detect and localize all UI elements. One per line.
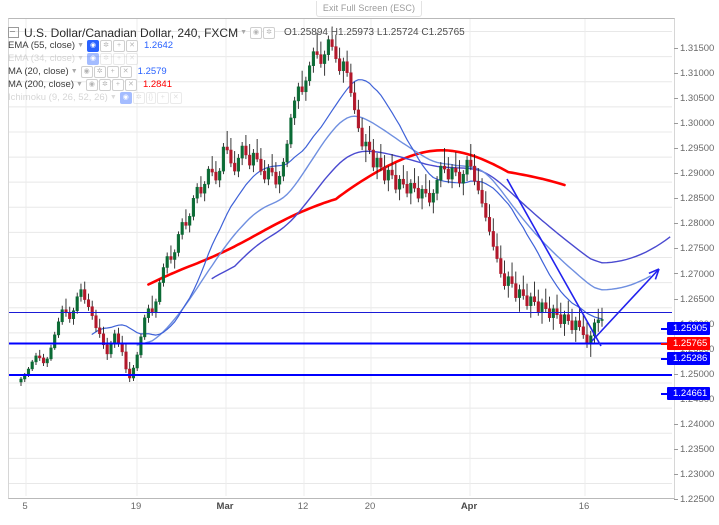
braces-icon[interactable]: {} bbox=[145, 91, 156, 104]
time-axis[interactable]: 5 19 Mar 12 20 Apr 16 bbox=[8, 499, 673, 519]
close-icon[interactable]: ✕ bbox=[124, 78, 137, 91]
eye-icon[interactable]: ◉ bbox=[250, 26, 263, 39]
chart-canvas bbox=[9, 19, 672, 496]
eye-icon[interactable]: ◉ bbox=[87, 39, 99, 52]
gear-icon[interactable]: ✲ bbox=[132, 91, 145, 104]
indicator-name[interactable]: Ichimoku (9, 26, 52, 26) bbox=[8, 92, 108, 103]
close-icon[interactable]: ✕ bbox=[169, 91, 182, 104]
price-line-label[interactable]: 1.25286 bbox=[660, 352, 711, 365]
symbol-title[interactable]: U.S. Dollar/Canadian Dollar, 240, FXCM bbox=[24, 25, 239, 40]
price-tick: 1.29500 bbox=[674, 143, 714, 154]
price-tick: 1.30500 bbox=[674, 93, 714, 104]
gear-icon[interactable]: ✲ bbox=[100, 39, 112, 52]
legend-indicator-row[interactable]: Ichimoku (9, 26, 52, 26) ▼ ◉ ✲{} + ✕ bbox=[8, 91, 465, 104]
plus-icon[interactable]: + bbox=[111, 78, 124, 91]
price-line-label[interactable]: 1.25905 bbox=[660, 322, 711, 335]
chart-plot-area[interactable] bbox=[8, 18, 675, 499]
eye-icon[interactable]: ◉ bbox=[119, 91, 132, 104]
chevron-down-icon[interactable]: ▼ bbox=[76, 81, 83, 88]
indicator-rows: EMA (55, close) ▼ ◉ ✲ + ✕ 1.2642 EMA (34, close… bbox=[8, 39, 465, 104]
price-tick: 1.28500 bbox=[674, 193, 714, 204]
exit-fullscreen-button[interactable]: Exit Full Screen (ESC) bbox=[316, 1, 422, 17]
indicator-value: 1.2579 bbox=[137, 66, 167, 77]
legend-indicator-row[interactable]: EMA (34, close) ▼ ◉ ✲ + ✕ bbox=[8, 52, 465, 65]
legend-indicator-row[interactable]: MA (20, close) ▼ ◉ ✲ + ✕ 1.2579 bbox=[8, 65, 465, 78]
plus-icon[interactable]: + bbox=[106, 65, 119, 78]
price-tick: 1.29000 bbox=[674, 168, 714, 179]
price-tick: 1.23000 bbox=[674, 469, 714, 480]
gear-icon[interactable]: ✲ bbox=[93, 65, 106, 78]
price-tick: 1.31500 bbox=[674, 43, 714, 54]
price-tick: 1.25000 bbox=[674, 369, 714, 380]
last-price-label[interactable]: 1.25765 bbox=[660, 337, 711, 350]
chart-legend: U.S. Dollar/Canadian Dollar, 240, FXCM ▼… bbox=[8, 26, 465, 104]
chevron-down-icon[interactable]: ▼ bbox=[77, 55, 84, 62]
indicator-name[interactable]: MA (200, close) bbox=[8, 79, 74, 90]
indicator-name[interactable]: MA (20, close) bbox=[8, 66, 69, 77]
eye-icon[interactable]: ◉ bbox=[85, 78, 98, 91]
close-icon[interactable]: ✕ bbox=[119, 65, 132, 78]
price-tick: 1.27500 bbox=[674, 243, 714, 254]
price-tick: 1.26500 bbox=[674, 294, 714, 305]
plus-icon[interactable]: + bbox=[113, 39, 125, 52]
indicator-value: 1.2841 bbox=[142, 79, 172, 90]
price-tick: 1.27000 bbox=[674, 269, 714, 280]
price-tick: 1.22500 bbox=[674, 494, 714, 505]
price-axis[interactable]: 1.31500 1.31000 1.30500 1.30000 1.29500 1.290… bbox=[660, 18, 719, 505]
chevron-down-icon[interactable]: ▼ bbox=[70, 68, 78, 75]
eye-icon[interactable]: ◉ bbox=[87, 52, 99, 65]
time-tick: Apr bbox=[460, 501, 478, 512]
indicator-value: 1.2642 bbox=[144, 40, 174, 51]
time-tick: 19 bbox=[130, 501, 142, 512]
time-tick: 20 bbox=[364, 501, 376, 512]
plus-icon[interactable]: + bbox=[113, 52, 125, 65]
price-tick: 1.23500 bbox=[674, 444, 714, 455]
chevron-down-icon[interactable]: ▼ bbox=[240, 29, 248, 36]
price-line-label[interactable]: 1.24661 bbox=[660, 387, 711, 400]
time-tick: 5 bbox=[22, 501, 28, 512]
close-icon[interactable]: ✕ bbox=[126, 39, 138, 52]
gear-icon[interactable]: ✲ bbox=[263, 26, 276, 39]
price-tick: 1.30000 bbox=[674, 118, 714, 129]
time-tick: Mar bbox=[216, 501, 234, 512]
legend-title-row: U.S. Dollar/Canadian Dollar, 240, FXCM ▼… bbox=[8, 25, 465, 40]
price-tick: 1.28000 bbox=[674, 218, 714, 229]
eye-icon[interactable]: ◉ bbox=[80, 65, 93, 78]
price-tick: 1.24000 bbox=[674, 419, 714, 430]
collapse-icon[interactable] bbox=[8, 27, 19, 38]
gear-icon[interactable]: ✲ bbox=[98, 78, 111, 91]
chevron-down-icon[interactable]: ▼ bbox=[109, 94, 117, 101]
indicator-name[interactable]: EMA (34, close) bbox=[8, 53, 76, 64]
time-tick: 16 bbox=[578, 501, 590, 512]
legend-indicator-row[interactable]: EMA (55, close) ▼ ◉ ✲ + ✕ 1.2642 bbox=[8, 39, 465, 52]
price-tick: 1.31000 bbox=[674, 68, 714, 79]
legend-indicator-row[interactable]: MA (200, close) ▼ ◉ ✲ + ✕ 1.2841 bbox=[8, 78, 465, 91]
close-icon[interactable]: ✕ bbox=[126, 52, 138, 65]
chevron-down-icon[interactable]: ▼ bbox=[77, 42, 84, 49]
plus-icon[interactable]: + bbox=[156, 91, 169, 104]
time-tick: 12 bbox=[297, 501, 309, 512]
gear-icon[interactable]: ✲ bbox=[100, 52, 112, 65]
indicator-name[interactable]: EMA (55, close) bbox=[8, 40, 76, 51]
ohlc-values: O1.25894 H1.25973 L1.25724 C1.25765 bbox=[284, 27, 465, 38]
